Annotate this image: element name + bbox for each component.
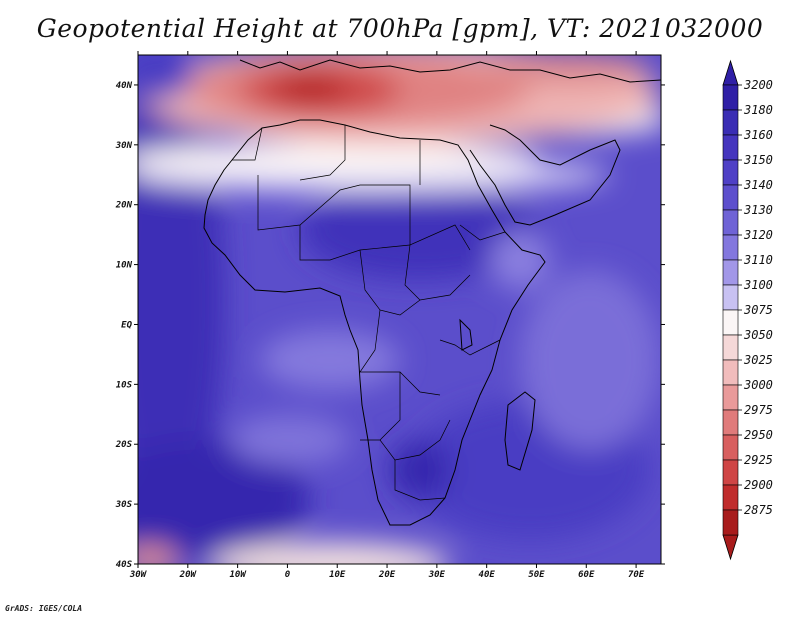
colorbar-swatch	[722, 359, 739, 386]
country-borders	[232, 125, 506, 501]
colorbar-swatch	[722, 434, 739, 461]
colorbar-label: 3075	[743, 303, 773, 317]
x-tick-label: 70E	[628, 570, 645, 580]
colorbar-label: 3150	[743, 153, 773, 167]
y-axis: 40N 30N 20N 10N EQ 10S 20S 30S 40S	[115, 81, 665, 570]
x-tick-label: 30W	[129, 570, 148, 580]
colorbar-label: 2925	[744, 453, 773, 467]
colorbar-swatch	[722, 259, 739, 286]
colorbar-label: 3130	[743, 203, 773, 217]
colorbar-label: 3160	[743, 128, 773, 142]
chart-title: Geopotential Height at 700hPa [gpm], VT:…	[36, 14, 764, 43]
coastlines	[203, 59, 661, 526]
colorbar-swatch	[722, 484, 739, 511]
x-tick-label: 10W	[229, 570, 247, 580]
colorbar-swatch	[722, 134, 739, 161]
colorbar: 3200 3180 3160 3150 3140 3130 3120 3110 3100 3075…	[722, 59, 773, 561]
y-tick-label: 10N	[116, 261, 133, 271]
colorbar-swatch	[722, 384, 739, 411]
y-tick-label: 20N	[115, 201, 133, 211]
colorbar-label: 3050	[743, 328, 773, 342]
colorbar-swatch	[722, 234, 739, 261]
colorbar-label: 3140	[743, 178, 773, 192]
colorbar-label: 2975	[744, 403, 773, 417]
colorbar-label: 2875	[744, 503, 773, 517]
y-tick-label: EQ	[121, 320, 132, 330]
field-blobs	[138, 55, 661, 564]
x-tick-label: 60E	[578, 570, 595, 580]
y-tick-label: 40N	[116, 81, 133, 91]
colorbar-swatch	[722, 109, 739, 136]
colorbar-swatch	[722, 184, 739, 211]
colorbar-label: 3110	[743, 253, 773, 267]
colorbar-swatch	[722, 159, 739, 186]
colorbar-label: 3120	[743, 228, 773, 242]
colorbar-swatch	[722, 509, 739, 536]
x-axis: 30W 20W 10W 0 10E 20E 30E 40E 50E 60E 70E	[129, 51, 645, 580]
y-tick-label: 30N	[115, 141, 133, 151]
colorbar-label: 3025	[743, 353, 773, 367]
x-tick-label: 30E	[428, 570, 446, 580]
colorbar-swatch	[722, 209, 739, 236]
y-tick-label: 30S	[115, 500, 133, 510]
map-frame	[137, 54, 662, 565]
colorbar-label: 3180	[743, 103, 773, 117]
x-tick-label: 20E	[378, 570, 396, 580]
x-tick-label: 20W	[179, 570, 198, 580]
height-field	[138, 55, 661, 564]
colorbar-swatch	[722, 309, 739, 336]
colorbar-label: 3100	[743, 278, 773, 292]
x-tick-label: 40E	[479, 570, 496, 580]
x-tick-label: 0	[285, 570, 291, 580]
colorbar-swatch	[722, 84, 739, 111]
x-tick-label: 10E	[329, 570, 346, 580]
y-tick-label: 10S	[116, 380, 133, 390]
x-tick-label: 50E	[528, 570, 545, 580]
colorbar-swatch	[722, 409, 739, 436]
colorbar-bottom-arrow	[722, 534, 739, 561]
y-tick-label: 20S	[115, 440, 133, 450]
colorbar-label: 3200	[743, 78, 773, 92]
colorbar-label: 2900	[744, 478, 773, 492]
colorbar-swatch	[722, 459, 739, 486]
colorbar-label: 2950	[744, 428, 773, 442]
colorbar-swatch	[722, 284, 739, 311]
colorbar-label: 3000	[743, 378, 773, 392]
colorbar-swatch	[722, 334, 739, 361]
colorbar-top-arrow	[722, 59, 739, 86]
grads-credit: GrADS: IGES/COLA	[5, 604, 83, 613]
y-tick-label: 40S	[116, 560, 133, 570]
